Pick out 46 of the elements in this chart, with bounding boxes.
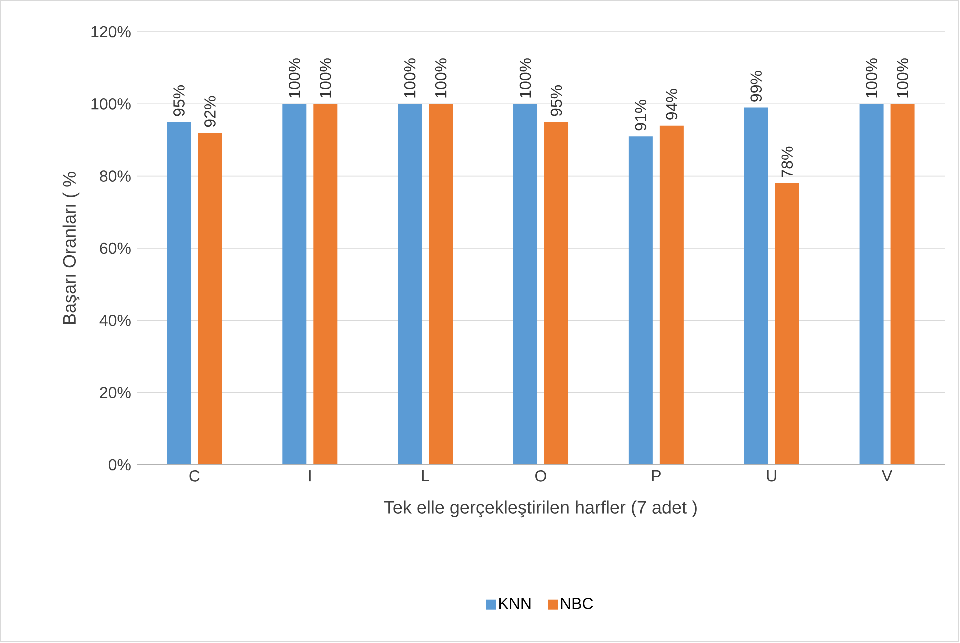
data-label: 100% xyxy=(320,58,332,98)
data-label: 100% xyxy=(520,58,532,98)
legend-label: KNN xyxy=(500,598,531,610)
x-tick-label: P xyxy=(652,470,661,482)
data-label: 94% xyxy=(666,89,678,120)
data-label: 95% xyxy=(550,86,562,116)
y-tick-label: 60% xyxy=(100,242,131,254)
y-tick-label: 120% xyxy=(92,26,131,38)
data-label: 78% xyxy=(782,146,794,178)
bar xyxy=(198,133,222,465)
bar xyxy=(544,122,569,465)
data-label: 92% xyxy=(204,96,216,128)
y-tick-label: 100% xyxy=(92,98,131,110)
x-tick-label: L xyxy=(422,470,430,482)
bar xyxy=(314,104,338,465)
x-tick-label: C xyxy=(190,470,200,482)
x-tick-label: V xyxy=(882,470,893,482)
data-label: 100% xyxy=(288,58,300,98)
data-label: 99% xyxy=(750,71,762,102)
data-label: 100% xyxy=(404,58,416,98)
x-tick-label: I xyxy=(309,470,311,482)
data-label: 100% xyxy=(435,58,447,98)
y-tick-label: 0% xyxy=(108,459,131,471)
bar xyxy=(890,104,915,465)
data-label: 100% xyxy=(897,58,908,98)
bar xyxy=(429,104,454,465)
legend-label: NBC xyxy=(561,598,594,610)
data-label: 100% xyxy=(866,58,878,98)
data-label: 95% xyxy=(174,86,185,116)
y-tick-label: 40% xyxy=(100,315,131,326)
bar xyxy=(398,104,422,465)
bar xyxy=(282,104,307,465)
bar xyxy=(628,136,653,465)
y-tick-label: 20% xyxy=(100,387,131,398)
x-tick-label: U xyxy=(767,470,776,482)
bar xyxy=(744,108,768,465)
bar xyxy=(167,122,192,465)
y-axis-title: Başarı Oranları ( % xyxy=(62,172,80,324)
bar xyxy=(860,104,884,465)
bar xyxy=(514,104,538,465)
x-tick-label: O xyxy=(536,470,546,482)
bar xyxy=(660,126,684,465)
data-label: 91% xyxy=(635,100,647,131)
y-tick-label: 80% xyxy=(100,170,131,182)
x-axis-title: Tek elle gerçekleştirilen harfler (7 adet ) xyxy=(384,500,697,518)
bar xyxy=(775,184,800,465)
